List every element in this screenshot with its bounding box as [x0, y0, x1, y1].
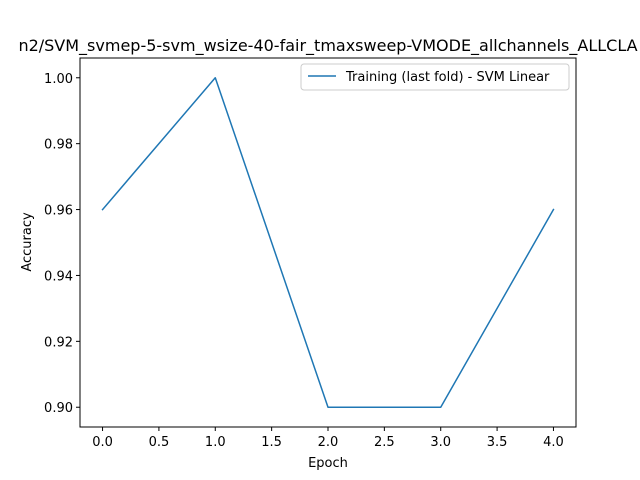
x-tick-label: 1.0: [205, 435, 226, 450]
x-axis: 0.0 0.5 1.0 1.5 2.0 2.5 3.0 3.5 4.0: [92, 427, 564, 450]
legend: Training (last fold) - SVM Linear: [300, 63, 570, 91]
x-tick-label: 1.5: [261, 435, 282, 450]
plot-area: [101, 77, 555, 408]
series-line: [101, 77, 555, 408]
legend-label: Training (last fold) - SVM Linear: [345, 70, 550, 85]
y-tick-label: 0.98: [44, 138, 73, 153]
x-tick-label: 0.5: [149, 435, 170, 450]
x-tick-label: 2.5: [374, 435, 395, 450]
x-tick-label: 3.5: [487, 435, 508, 450]
y-tick-label: 0.94: [44, 269, 73, 284]
y-axis-label: Accuracy: [20, 212, 35, 272]
y-tick-label: 1.00: [44, 72, 73, 87]
x-axis-label: Epoch: [308, 456, 348, 471]
y-axis: 0.90 0.92 0.94 0.96 0.98 1.00: [44, 72, 80, 416]
x-tick-label: 4.0: [543, 435, 564, 450]
legend-box: [300, 63, 570, 91]
y-tick-label: 0.92: [44, 335, 73, 350]
y-tick-label: 0.96: [44, 204, 73, 219]
chart-title: n2/SVM_svmep-5-svm_wsize-40-fair_tmaxswe…: [18, 36, 637, 56]
y-tick-label: 0.90: [44, 401, 73, 416]
x-tick-label: 3.0: [430, 435, 451, 450]
x-tick-label: 0.0: [92, 435, 113, 450]
x-tick-label: 2.0: [318, 435, 339, 450]
